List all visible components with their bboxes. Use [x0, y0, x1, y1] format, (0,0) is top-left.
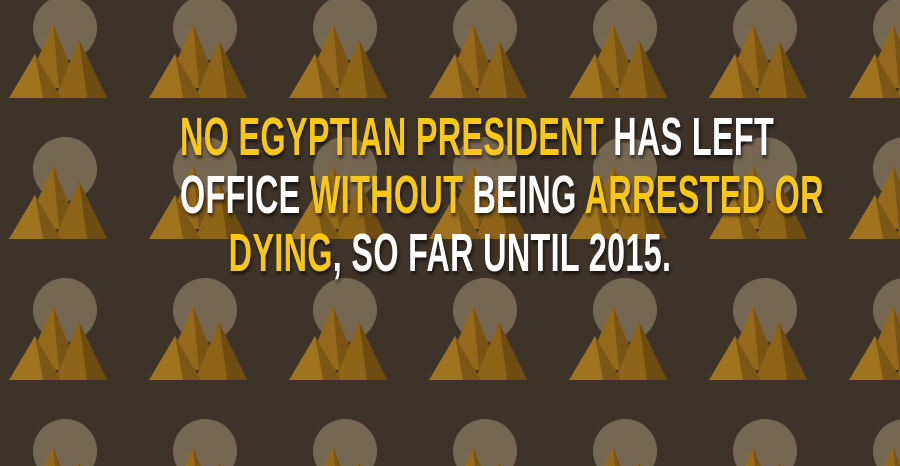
headline-segment: OFFICE — [180, 165, 310, 225]
headline-segment: , SO FAR UNTIL 2015. — [332, 223, 672, 283]
headline: NO EGYPTIAN PRESIDENT HAS LEFT OFFICE WIT… — [0, 108, 900, 282]
headline-segment: HAS LEFT — [603, 107, 775, 167]
headline-segment: WITHOUT — [309, 165, 464, 225]
headline-line: OFFICE WITHOUT BEING ARRESTED OR — [180, 165, 824, 225]
headline-line: DYING, SO FAR UNTIL 2015. — [180, 224, 720, 282]
headline-segment: BEING — [463, 165, 585, 225]
headline-segment: NO EGYPTIAN PRESIDENT — [180, 107, 604, 167]
headline-line: NO EGYPTIAN PRESIDENT HAS LEFT — [180, 107, 774, 167]
headline-segment: DYING — [228, 223, 333, 283]
headline-segment: ARRESTED OR — [584, 165, 824, 225]
